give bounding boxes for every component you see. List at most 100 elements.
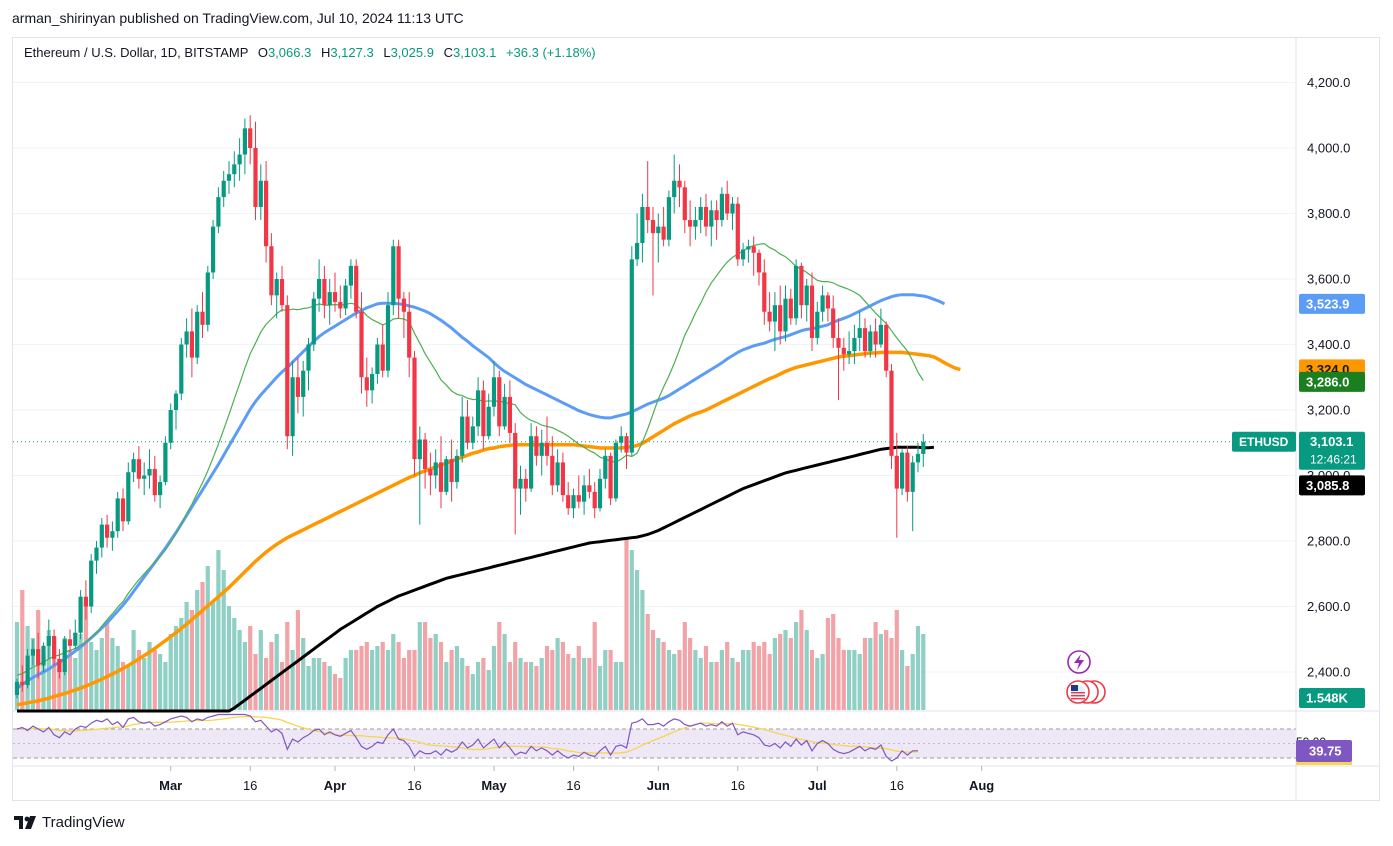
volume-bar bbox=[820, 654, 825, 710]
volume-bar bbox=[147, 642, 152, 710]
us-flag-stripe bbox=[1071, 692, 1085, 694]
volume-bar bbox=[370, 650, 375, 710]
candle-body bbox=[709, 210, 714, 227]
candle-body bbox=[433, 462, 438, 476]
volume-bar bbox=[407, 650, 412, 710]
volume-bar bbox=[57, 666, 62, 710]
volume-bar bbox=[163, 662, 168, 710]
volume-bar bbox=[688, 638, 693, 710]
candle-body bbox=[370, 373, 375, 391]
candle-body bbox=[608, 455, 613, 499]
volume-bar bbox=[158, 654, 163, 710]
sma50-price-tag: 3,523.9 bbox=[1306, 296, 1349, 311]
chart-frame[interactable] bbox=[12, 37, 1380, 801]
candle-body bbox=[338, 301, 343, 309]
us-flag-stripe bbox=[1071, 695, 1085, 697]
volume-bar bbox=[433, 634, 438, 710]
candle-body bbox=[380, 344, 385, 371]
candle-body bbox=[794, 265, 799, 319]
candle-body bbox=[142, 475, 147, 479]
y-tick-label: 4,200.0 bbox=[1307, 75, 1350, 90]
volume-bar bbox=[682, 622, 687, 710]
rsi-line bbox=[16, 713, 918, 762]
candle-body bbox=[449, 459, 454, 483]
candle-body bbox=[491, 377, 497, 407]
volume-bar bbox=[274, 634, 279, 710]
volume-bar bbox=[83, 602, 88, 710]
candle-body bbox=[131, 459, 136, 473]
candle-body bbox=[571, 495, 576, 509]
candle-body bbox=[645, 206, 650, 221]
volume-bar bbox=[279, 662, 285, 710]
candle-body bbox=[884, 324, 889, 371]
volume-bar bbox=[666, 650, 671, 710]
candle-body bbox=[354, 265, 359, 312]
candle-body bbox=[815, 311, 820, 338]
candle-body bbox=[534, 436, 539, 456]
volume-bar bbox=[253, 654, 258, 710]
candle-body bbox=[200, 311, 205, 325]
tradingview-brand: TradingView bbox=[42, 814, 125, 831]
volume-bar bbox=[619, 662, 624, 710]
volume-bar bbox=[184, 602, 189, 710]
x-tick-label: May bbox=[481, 778, 507, 793]
volume-bar bbox=[703, 646, 709, 710]
candle-body bbox=[910, 462, 915, 492]
candle-body bbox=[327, 292, 332, 306]
candle-body bbox=[756, 252, 762, 273]
volume-bar bbox=[523, 662, 528, 710]
volume-bar bbox=[778, 634, 783, 710]
volume-bar bbox=[412, 650, 417, 710]
volume-bar bbox=[746, 650, 751, 710]
volume-bar bbox=[878, 634, 883, 710]
candle-body bbox=[41, 645, 46, 666]
volume-bar bbox=[751, 642, 756, 710]
volume-bar bbox=[30, 638, 35, 710]
volume-bar bbox=[438, 642, 444, 710]
x-tick-label: 16 bbox=[243, 778, 257, 793]
candle-body bbox=[507, 396, 512, 433]
volume-bar bbox=[868, 638, 873, 710]
rsi-tag-bg bbox=[1296, 740, 1352, 762]
candle-body bbox=[385, 305, 391, 371]
candle-body bbox=[592, 491, 597, 509]
candle-body bbox=[518, 478, 523, 489]
candle-body bbox=[603, 455, 608, 479]
volume-bar bbox=[804, 630, 809, 710]
volume-bar bbox=[248, 626, 253, 710]
candle-body bbox=[682, 187, 687, 221]
candle-body bbox=[423, 439, 428, 469]
volume-bar bbox=[481, 658, 486, 710]
ticker-tag-bg bbox=[1232, 431, 1296, 452]
volume-bar bbox=[841, 650, 846, 710]
sma200-price-tag: 3,085.8 bbox=[1306, 478, 1349, 493]
tradingview-logo[interactable]: TradingView bbox=[14, 814, 125, 831]
candle-body bbox=[529, 436, 534, 489]
candle-body bbox=[799, 265, 804, 306]
candle-body bbox=[725, 193, 730, 214]
candle-body bbox=[269, 246, 274, 296]
volume-bar bbox=[613, 662, 618, 710]
candle-body bbox=[672, 180, 677, 198]
candle-body bbox=[560, 462, 565, 496]
volume-bar bbox=[486, 670, 491, 710]
candle-body bbox=[25, 655, 30, 686]
volume-bar bbox=[889, 638, 894, 710]
candle-body bbox=[62, 639, 67, 672]
candle-body bbox=[274, 279, 279, 296]
candle-body bbox=[820, 295, 825, 312]
x-tick-label: 16 bbox=[731, 778, 745, 793]
candle-body bbox=[550, 455, 555, 486]
candle-body bbox=[105, 524, 110, 538]
candle-body bbox=[147, 468, 152, 476]
volume-bar bbox=[566, 654, 571, 710]
candle-body bbox=[656, 226, 661, 234]
ticker-tag: ETHUSD bbox=[1239, 435, 1289, 449]
candle-body bbox=[78, 596, 83, 633]
volume-bar bbox=[290, 650, 295, 710]
candle-body bbox=[407, 311, 412, 358]
candle-body bbox=[921, 441, 926, 454]
volume-bar bbox=[640, 590, 645, 710]
volume-bar bbox=[89, 642, 94, 710]
